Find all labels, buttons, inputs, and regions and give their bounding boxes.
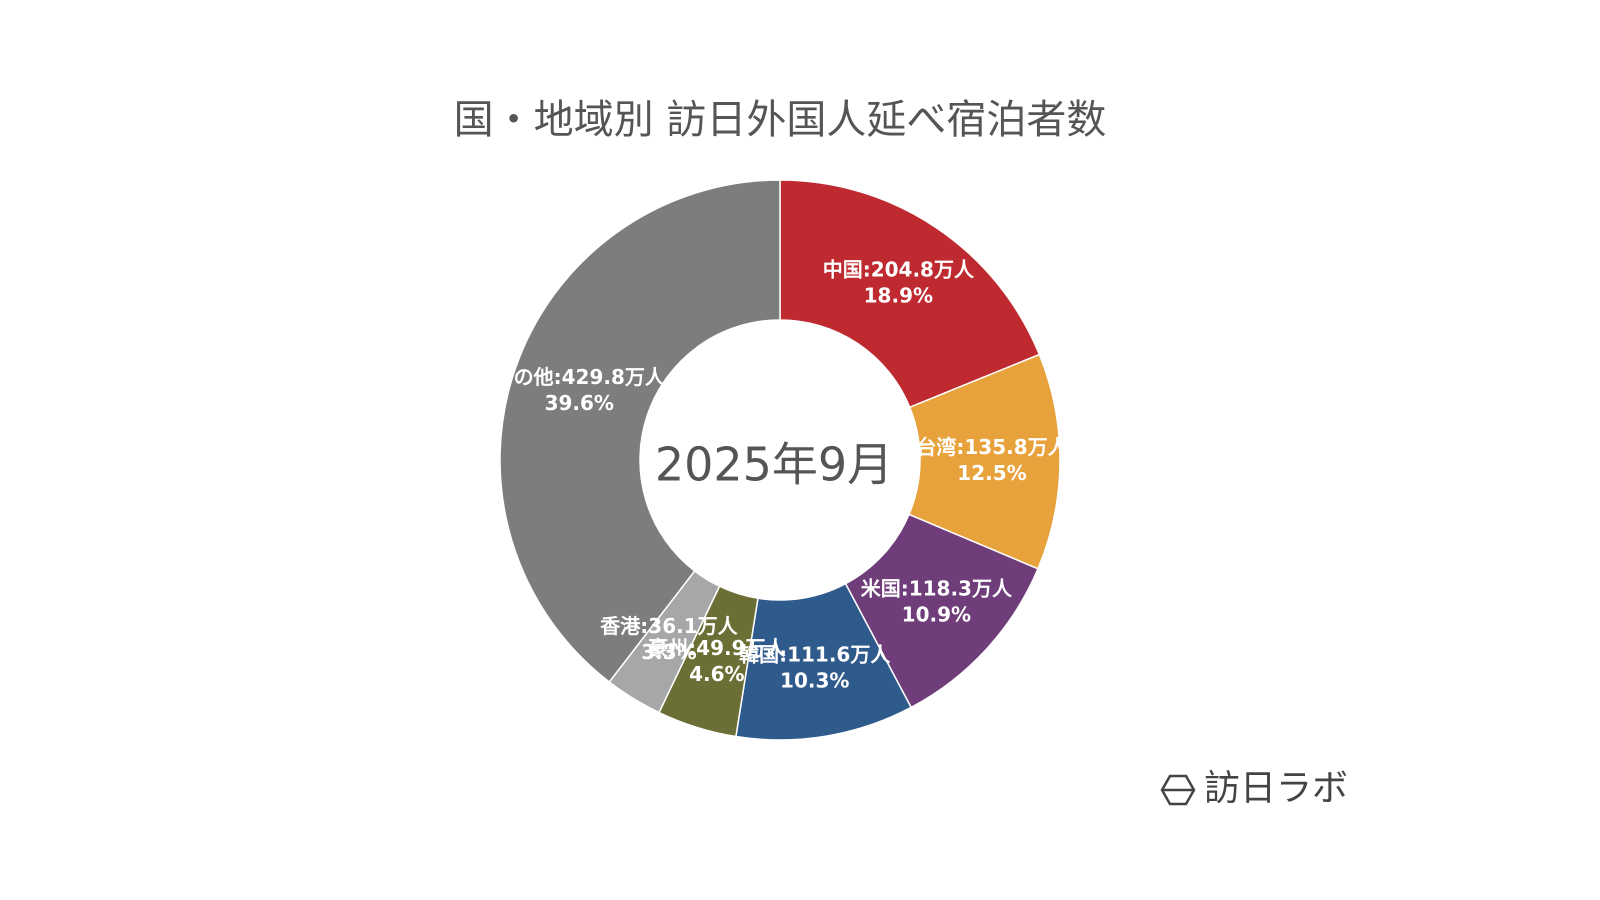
percent-label: 3.3% [641, 640, 696, 664]
data-label: その他:429.8万人 [494, 365, 666, 389]
center-label: 2025年9月 [655, 438, 893, 492]
logo-text: 訪日ラボ [1204, 768, 1348, 809]
percent-label: 12.5% [957, 461, 1026, 485]
data-label: 台湾:135.8万人 [916, 435, 1068, 459]
data-label: 韓国:111.6万人 [739, 643, 891, 667]
data-label: 豪州:49.9万人 [648, 636, 786, 660]
slice [499, 179, 781, 684]
percent-label: 18.9% [864, 284, 933, 308]
data-label: 中国:204.8万人 [823, 258, 975, 282]
data-label: 米国:118.3万人 [861, 577, 1013, 601]
percent-label: 10.9% [902, 603, 971, 627]
percent-label: 10.3% [780, 669, 849, 693]
data-label: 香港:36.1万人 [600, 614, 738, 638]
slice [779, 179, 1041, 409]
percent-label: 4.6% [689, 662, 744, 686]
chart-title: 国・地域別 訪日外国人延べ宿泊者数 [454, 97, 1107, 143]
percent-label: 39.6% [545, 391, 614, 415]
logo: 訪日ラボ [1160, 768, 1348, 809]
